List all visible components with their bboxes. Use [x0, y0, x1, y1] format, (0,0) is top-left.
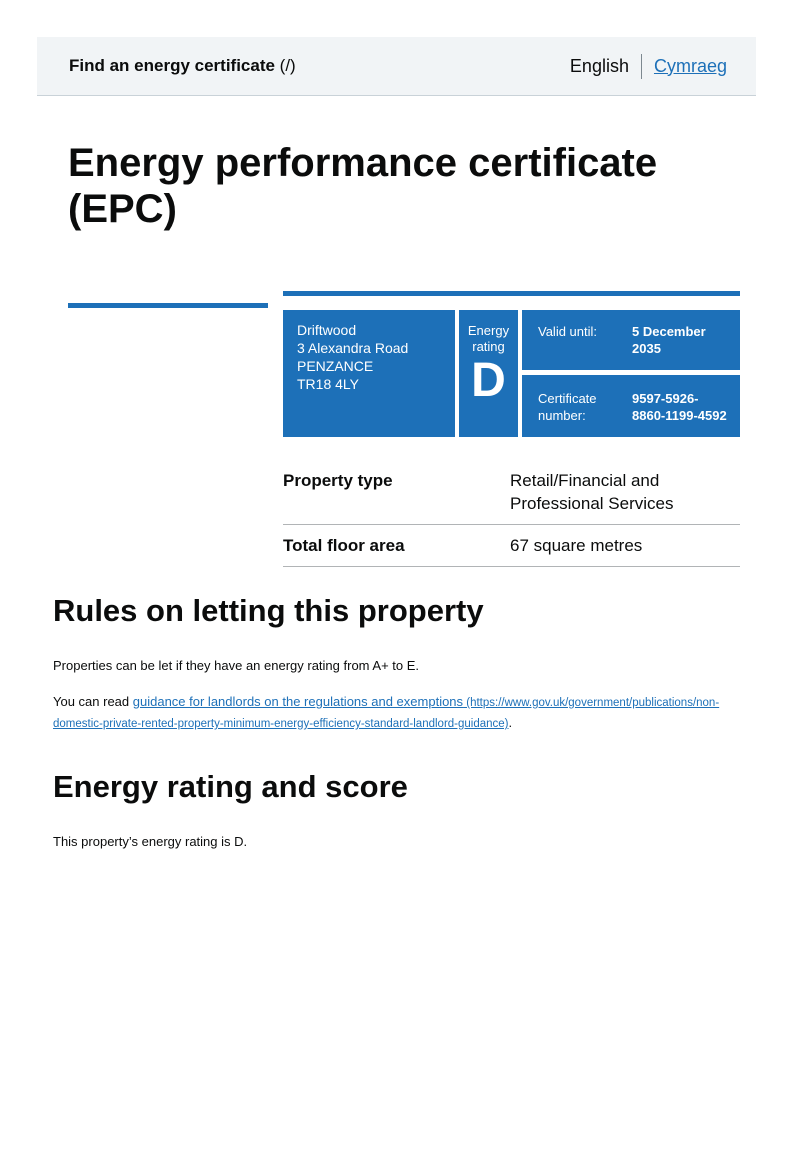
landlord-guidance-link[interactable]: guidance for landlords on the regulation…: [53, 694, 719, 730]
service-name-url-suffix: (/): [274, 56, 296, 75]
energy-rating-cell: Energy rating D: [459, 310, 518, 437]
language-switcher: English Cymraeg: [569, 53, 727, 79]
landlord-guidance-link-url: (https://www.gov.uk/government/publicati…: [53, 697, 720, 730]
language-link-cymraeg[interactable]: Cymraeg: [653, 55, 727, 76]
address-line-3: PENZANCE: [297, 358, 374, 374]
property-type-value: Retail/Financial and Professional Servic…: [510, 471, 674, 513]
valid-until-label: Valid until:: [538, 324, 598, 339]
guidance-paragraph: You can read guidance for landlords on t…: [53, 692, 748, 734]
certificate-summary-box: Driftwood 3 Alexandra Road PENZANCE TR18…: [283, 310, 740, 437]
language-separator: [640, 53, 642, 79]
property-address: Driftwood 3 Alexandra Road PENZANCE TR18…: [283, 310, 455, 437]
landlord-guidance-link-text: guidance for landlords on the regulation…: [132, 694, 464, 709]
floor-area-value: 67 square metres: [510, 536, 643, 555]
energy-rating-paragraph: This property’s energy rating is D.: [53, 834, 248, 849]
property-details-table: Property type Retail/Financial and Profe…: [283, 460, 740, 567]
valid-until-cell: Valid until: 5 December 2035: [522, 310, 740, 370]
energy-section-heading: Energy rating and score: [53, 769, 408, 804]
floor-area-label: Total floor area: [283, 536, 405, 555]
address-line-4: TR18 4LY: [297, 376, 359, 392]
address-line-2: 3 Alexandra Road: [297, 340, 409, 356]
table-row-floor-area: Total floor area 67 square metres: [283, 525, 740, 567]
certificate-number-label: Certificate number:: [538, 391, 597, 423]
left-blue-rule: [68, 303, 268, 308]
service-name-text: Find an energy certificate: [69, 56, 275, 75]
right-column: Driftwood 3 Alexandra Road PENZANCE TR18…: [283, 291, 740, 567]
table-row-property-type: Property type Retail/Financial and Profe…: [283, 460, 740, 525]
left-column: [68, 291, 268, 567]
rules-paragraph: Properties can be let if they have an en…: [53, 658, 420, 673]
service-name-link[interactable]: Find an energy certificate (/): [69, 56, 296, 76]
energy-rating-label-line2: rating: [472, 339, 505, 354]
guidance-paragraph-suffix: .: [508, 715, 513, 730]
valid-until-value: 5 December 2035: [632, 324, 706, 356]
rules-section-heading: Rules on letting this property: [53, 593, 484, 628]
validity-cells: Valid until: 5 December 2035 Certificate…: [522, 310, 740, 437]
certificate-number-value: 9597-5926-8860-1199-4592: [632, 391, 727, 423]
certificate-number-cell: Certificate number: 9597-5926-8860-1199-…: [522, 375, 740, 437]
property-type-label: Property type: [283, 471, 393, 490]
language-current: English: [569, 55, 629, 76]
certificate-summary-section: Driftwood 3 Alexandra Road PENZANCE TR18…: [0, 291, 793, 567]
page-title: Energy performance certificate (EPC): [68, 141, 658, 231]
summary-top-blue-rule: [283, 291, 740, 296]
energy-rating-value: D: [471, 354, 506, 407]
address-line-1: Driftwood: [297, 322, 357, 338]
energy-rating-label-line1: Energy: [467, 323, 510, 338]
service-header: Find an energy certificate (/) English C…: [37, 37, 756, 96]
guidance-paragraph-prefix: You can read: [53, 694, 133, 709]
